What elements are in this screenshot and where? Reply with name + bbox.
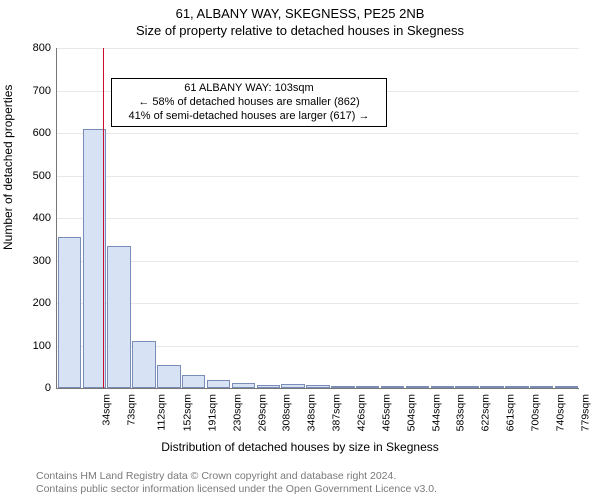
x-tick-label: 269sqm — [256, 394, 268, 431]
gridline — [57, 48, 579, 49]
x-axis-label: Distribution of detached houses by size … — [0, 440, 600, 454]
annotation-line: 61 ALBANY WAY: 103sqm — [118, 82, 380, 96]
gridline — [57, 303, 579, 304]
x-tick-label: 622sqm — [480, 394, 492, 431]
x-tick-label: 387sqm — [331, 394, 343, 431]
y-tick-label: 200 — [33, 297, 57, 309]
x-tick-label: 465sqm — [380, 394, 392, 431]
x-tick-label: 191sqm — [206, 394, 218, 431]
page-subtitle: Size of property relative to detached ho… — [0, 21, 600, 38]
annotation-line: 41% of semi-detached houses are larger (… — [118, 110, 380, 124]
histogram-bar — [331, 386, 354, 388]
x-tick-label: 230sqm — [231, 394, 243, 431]
y-tick-label: 100 — [33, 340, 57, 352]
histogram-bar — [356, 386, 379, 388]
x-tick-label: 779sqm — [579, 394, 591, 431]
x-tick-label: 544sqm — [430, 394, 442, 431]
y-axis-label: Number of detached properties — [1, 85, 15, 250]
gridline — [57, 218, 579, 219]
x-tick-label: 583sqm — [455, 394, 467, 431]
attribution-footer: Contains HM Land Registry data © Crown c… — [36, 470, 437, 496]
y-tick-label: 0 — [45, 382, 57, 394]
histogram-bar — [58, 237, 81, 388]
y-tick-label: 400 — [33, 212, 57, 224]
x-tick-label: 73sqm — [126, 394, 138, 426]
x-tick-label: 112sqm — [156, 394, 168, 431]
histogram-bar — [530, 386, 553, 388]
histogram-bar — [406, 386, 429, 388]
y-tick-label: 700 — [33, 85, 57, 97]
histogram-bar — [232, 383, 255, 388]
y-tick-label: 600 — [33, 127, 57, 139]
gridline — [57, 176, 579, 177]
y-tick-label: 300 — [33, 255, 57, 267]
footer-line-1: Contains HM Land Registry data © Crown c… — [36, 470, 437, 483]
x-tick-label: 308sqm — [281, 394, 293, 431]
histogram-bar — [431, 386, 454, 388]
footer-line-2: Contains public sector information licen… — [36, 483, 437, 496]
x-tick-label: 700sqm — [529, 394, 541, 431]
x-tick-label: 504sqm — [405, 394, 417, 431]
x-tick-label: 661sqm — [505, 394, 517, 431]
gridline — [57, 133, 579, 134]
histogram-bar — [207, 380, 230, 388]
histogram-bar — [107, 246, 130, 388]
histogram-bar — [455, 386, 478, 388]
x-tick-label: 34sqm — [101, 394, 113, 426]
histogram-bar — [157, 365, 180, 388]
histogram-bar — [505, 386, 528, 388]
histogram-bar — [381, 386, 404, 388]
x-tick-label: 152sqm — [181, 394, 193, 431]
annotation-box: 61 ALBANY WAY: 103sqm← 58% of detached h… — [111, 78, 387, 127]
x-tick-label: 426sqm — [355, 394, 367, 431]
property-marker-line — [103, 48, 104, 388]
histogram-bar — [555, 386, 578, 388]
histogram-bar — [306, 385, 329, 388]
histogram-bar — [281, 384, 304, 388]
histogram-bar — [132, 341, 155, 388]
plot-area: 010020030040050060070080034sqm73sqm112sq… — [56, 48, 579, 389]
y-tick-label: 800 — [33, 42, 57, 54]
y-tick-label: 500 — [33, 170, 57, 182]
annotation-line: ← 58% of detached houses are smaller (86… — [118, 96, 380, 110]
histogram-bar — [480, 386, 503, 388]
gridline — [57, 261, 579, 262]
chart-container: Number of detached properties 0100200300… — [0, 40, 600, 460]
x-tick-label: 348sqm — [306, 394, 318, 431]
histogram-bar — [182, 375, 205, 388]
x-tick-label: 740sqm — [554, 394, 566, 431]
page-address-title: 61, ALBANY WAY, SKEGNESS, PE25 2NB — [0, 0, 600, 21]
histogram-bar — [257, 385, 280, 388]
